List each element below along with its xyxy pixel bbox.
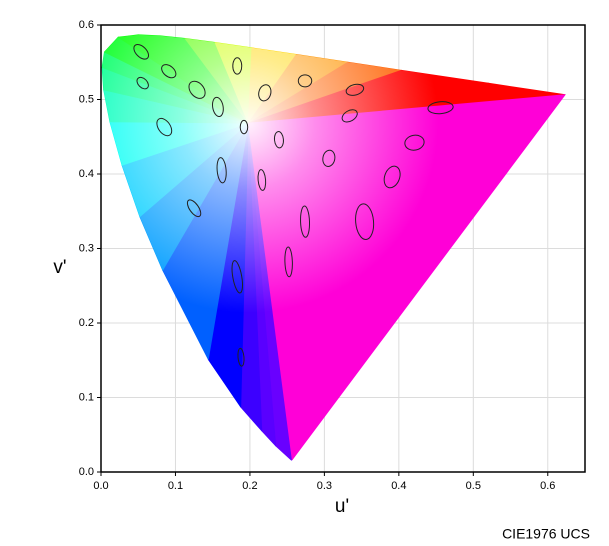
macadam-ellipse <box>322 149 336 167</box>
x-tick-label: 0.4 <box>391 480 406 492</box>
y-tick-label: 0.4 <box>79 168 94 180</box>
macadam-ellipse <box>383 165 401 189</box>
plot-frame <box>100 24 586 473</box>
macadam-ellipse <box>258 84 272 102</box>
macadam-ellipse <box>136 76 149 90</box>
footer: CIE1976 UCS <box>502 526 590 542</box>
macadam-ellipse <box>161 64 177 79</box>
y-tick-label: 0.2 <box>79 317 94 329</box>
macadam-ellipse <box>404 134 425 151</box>
macadam-ellipse <box>341 109 358 123</box>
x-tick-label: 0.2 <box>242 480 257 492</box>
macadam-ellipse <box>232 57 243 75</box>
macadam-ellipse <box>257 169 267 191</box>
macadam-ellipse <box>186 199 202 218</box>
y-tick-label: 0.0 <box>79 466 94 478</box>
macadam-ellipse <box>297 74 313 88</box>
white-glow <box>102 34 566 461</box>
x-tick-label: 0.3 <box>317 480 332 492</box>
x-tick-label: 0.5 <box>466 480 481 492</box>
y-tick-label: 0.3 <box>79 242 94 254</box>
macadam-ellipse <box>212 96 224 118</box>
axes: 0.0 0.1 0.2 0.3 0.4 0.5 0.6 0.0 0.1 0.2 0.3 0.4 0.5 0… <box>79 19 586 492</box>
x-tick-label: 0.0 <box>93 480 108 492</box>
macadam-ellipse <box>239 119 249 135</box>
gamut <box>101 34 566 461</box>
macadam-ellipse <box>156 117 173 137</box>
macadam-ellipse <box>231 260 244 294</box>
macadam-ellipse <box>273 131 284 149</box>
y-axis-title: v' <box>53 257 66 278</box>
macadam-ellipse <box>355 203 375 240</box>
x-axis-title: u' <box>335 496 349 517</box>
y-tick-label: 0.6 <box>79 19 94 31</box>
macadam-ellipse <box>300 205 311 238</box>
macadam-ellipse <box>237 347 245 367</box>
macadam-ellipse <box>216 157 227 184</box>
x-tick-label: 0.1 <box>168 480 183 492</box>
macadam-ellipse <box>345 83 365 96</box>
macadam-ellipse <box>284 246 293 278</box>
macadam-ellipse <box>133 44 150 60</box>
y-tick-label: 0.1 <box>79 391 94 403</box>
y-tick-label: 0.5 <box>79 93 94 105</box>
macadam-ellipse <box>427 101 454 115</box>
ellipses <box>133 44 454 367</box>
x-tick-label: 0.6 <box>540 480 555 492</box>
macadam-ellipse <box>188 80 206 99</box>
